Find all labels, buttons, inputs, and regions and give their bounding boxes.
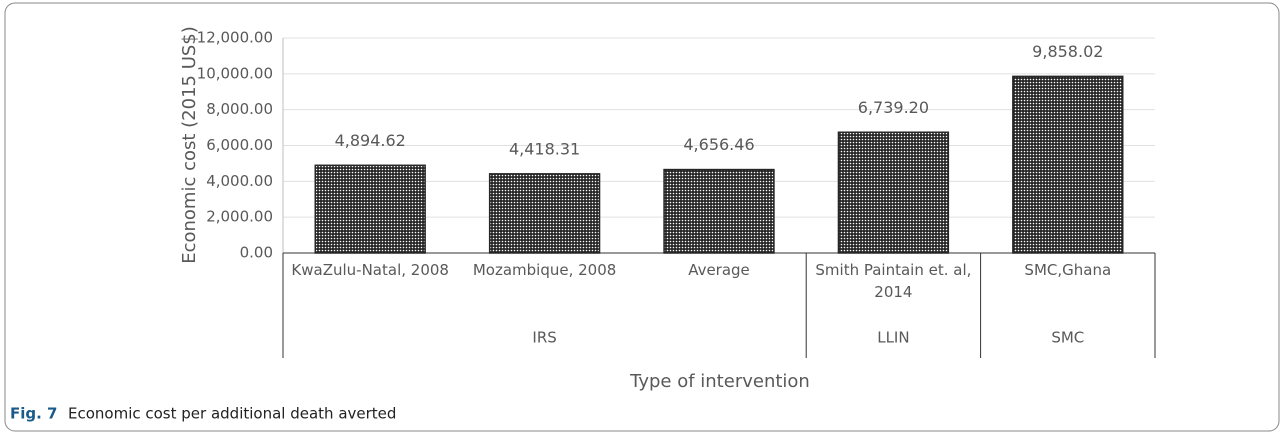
x-tick-label: SMC,Ghana	[1024, 261, 1112, 279]
bar	[663, 168, 775, 254]
bar	[488, 173, 601, 254]
y-tick-label: 0.00	[240, 244, 273, 262]
frame	[4, 2, 1280, 432]
value-label: 6,739.20	[858, 98, 929, 117]
value-label: 4,656.46	[683, 135, 754, 154]
bar	[314, 164, 426, 254]
value-label: 9,858.02	[1032, 42, 1103, 61]
x-tick-label-box: Average	[688, 261, 750, 279]
y-tick-label: 6,000.00	[206, 136, 273, 154]
x-tick-label-box: Smith Paintain et. al, 2014	[815, 261, 972, 301]
bar	[1012, 75, 1124, 254]
y-tick-label: 12,000.00	[197, 29, 273, 47]
group-label: LLIN	[877, 329, 909, 347]
x-tick-label: Smith Paintain et. al, 2014	[815, 261, 972, 301]
value-label: 4,418.31	[509, 139, 580, 158]
value-label: 4,894.62	[335, 131, 406, 150]
x-tick-label: Mozambique, 2008	[472, 261, 617, 279]
y-tick-label: 10,000.00	[197, 64, 273, 82]
caption-label: Fig. 7	[10, 405, 57, 423]
x-tick-label-box: Mozambique, 2008	[472, 261, 617, 279]
y-tick-label: 8,000.00	[206, 100, 273, 118]
x-tick-label: KwaZulu-Natal, 2008	[291, 261, 449, 279]
x-tick-label-box: KwaZulu-Natal, 2008	[291, 261, 449, 279]
bar	[837, 131, 950, 254]
y-tick-label: 2,000.00	[206, 208, 273, 226]
y-axis-title: Economic cost (2015 US$)	[179, 26, 200, 264]
group-label: IRS	[532, 329, 556, 347]
x-tick-label: Average	[688, 261, 750, 279]
caption: Economic cost per additional death avert…	[68, 405, 396, 423]
group-label: SMC	[1051, 329, 1084, 347]
y-tick-label: 4,000.00	[206, 172, 273, 190]
x-tick-label-box: SMC,Ghana	[1024, 261, 1112, 279]
x-axis-title: Type of intervention	[629, 371, 810, 392]
